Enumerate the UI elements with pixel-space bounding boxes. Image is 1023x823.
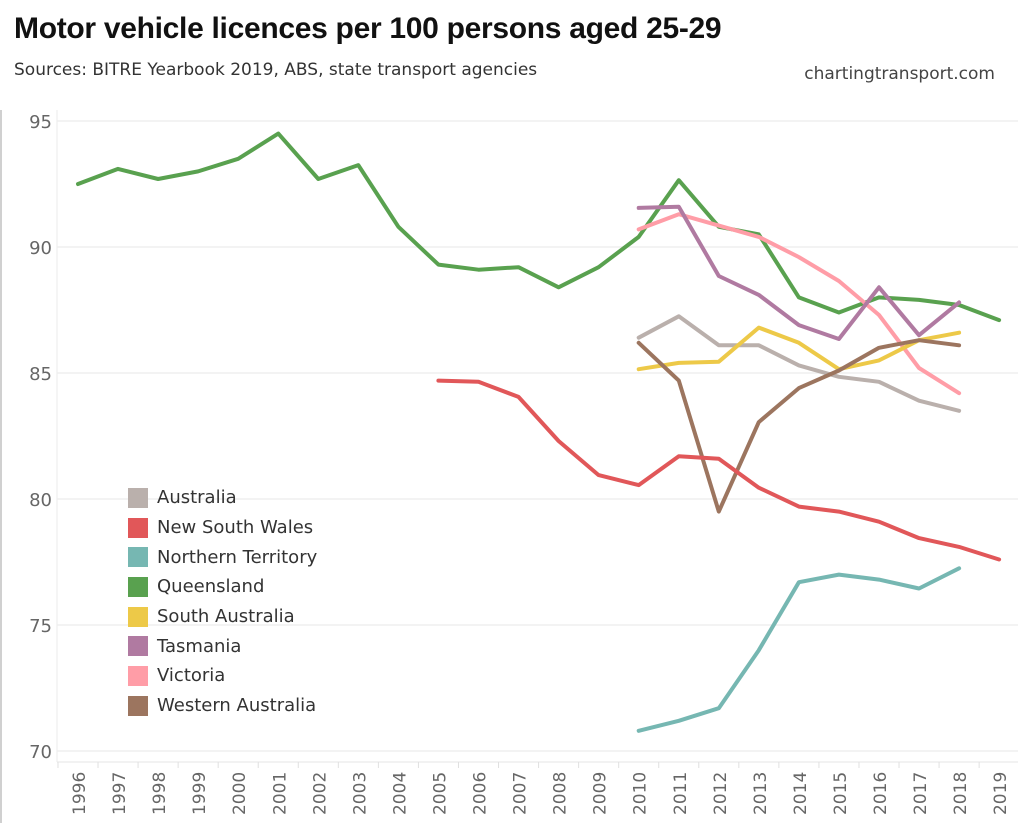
x-tick-label: 2005 (430, 772, 450, 815)
legend-swatch (128, 636, 148, 657)
legend-swatch (128, 606, 148, 627)
legend-swatch (128, 547, 148, 568)
x-tick-label: 2006 (471, 772, 491, 815)
series-line-south-australia (636, 325, 962, 372)
legend-item-northern-territory[interactable]: Northern Territory (128, 542, 317, 572)
series-line-queensland (76, 131, 1002, 323)
x-tick-label: 2014 (791, 772, 811, 815)
series-line-northern-territory (636, 566, 962, 733)
legend-item-victoria[interactable]: Victoria (128, 661, 317, 691)
legend-item-new-south-wales[interactable]: New South Wales (128, 513, 317, 543)
legend-label: Western Australia (157, 695, 317, 717)
series-line-tasmania (636, 204, 962, 341)
x-tick-label: 2010 (631, 772, 651, 815)
x-tick-label: 1996 (70, 772, 90, 815)
chart-title: Motor vehicle licences per 100 persons a… (14, 12, 722, 45)
x-tick-label: 2011 (671, 772, 691, 815)
series-line-victoria (636, 212, 962, 396)
series-lines (76, 131, 1002, 733)
x-tick-label: 2012 (711, 772, 731, 815)
x-tick-label: 2015 (831, 772, 851, 815)
x-tick-label: 2004 (390, 772, 410, 815)
pane-border (0, 110, 2, 823)
y-tick-label: 70 (29, 742, 52, 763)
series-line-western-australia (636, 338, 962, 514)
x-tick-label: 2000 (230, 772, 250, 815)
legend-item-south-australia[interactable]: South Australia (128, 602, 317, 632)
gridlines (56, 110, 1018, 762)
x-tick-label: 2016 (871, 772, 891, 815)
legend-swatch (128, 487, 148, 508)
y-tick-label: 75 (29, 616, 52, 637)
legend-swatch (128, 517, 148, 538)
legend-swatch (128, 576, 148, 597)
series-line-new-south-wales (436, 378, 1002, 562)
y-tick-label: 85 (29, 364, 52, 385)
legend-item-queensland[interactable]: Queensland (128, 572, 317, 602)
y-tick-label: 90 (29, 238, 52, 259)
legend-swatch (128, 665, 148, 686)
y-axis: 70 75 80 85 90 95 (29, 112, 52, 763)
x-tick-label: 2013 (751, 772, 771, 815)
x-tick-label: 2008 (551, 772, 571, 815)
legend-label: Victoria (157, 665, 226, 687)
legend-label: New South Wales (157, 517, 314, 539)
x-tick-label: 2009 (591, 772, 611, 815)
series-line-australia (636, 314, 962, 413)
legend-item-tasmania[interactable]: Tasmania (128, 631, 317, 661)
legend-label: Queensland (157, 576, 265, 598)
x-tick-label: 2002 (310, 772, 330, 815)
x-tick-label: 1999 (190, 772, 210, 815)
y-tick-label: 80 (29, 490, 52, 511)
x-tick-label: 2001 (270, 772, 290, 815)
x-tick-label: 2007 (511, 772, 531, 815)
legend-swatch (128, 695, 148, 716)
x-axis: 1996 1997 1998 1999 2000 2001 2002 2003 2004 2005… (57, 761, 1018, 815)
x-tick-label: 2003 (350, 772, 370, 815)
legend-label: Australia (157, 487, 237, 509)
x-tick-label: 2019 (991, 772, 1011, 815)
x-tick-label: 2017 (911, 772, 931, 815)
legend-label: Northern Territory (157, 546, 318, 568)
legend-label: South Australia (157, 606, 295, 628)
legend: Australia New South Wales Northern Territo… (128, 483, 317, 721)
y-tick-label: 95 (29, 112, 52, 133)
legend-item-western-australia[interactable]: Western Australia (128, 691, 317, 721)
x-tick-label: 2018 (951, 772, 971, 815)
x-tick-label: 1998 (150, 772, 170, 815)
legend-label: Tasmania (157, 635, 242, 657)
x-tick-label: 1997 (110, 772, 130, 815)
chart-subtitle: Sources: BITRE Yearbook 2019, ABS, state… (14, 60, 538, 80)
legend-item-australia[interactable]: Australia (128, 483, 317, 513)
brand-credit: chartingtransport.com (804, 64, 995, 84)
